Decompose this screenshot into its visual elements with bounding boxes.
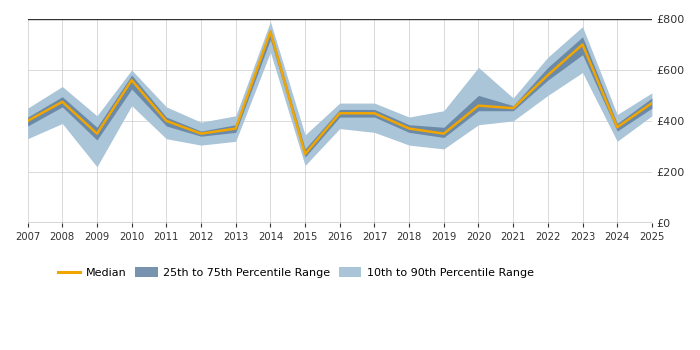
Legend: Median, 25th to 75th Percentile Range, 10th to 90th Percentile Range: Median, 25th to 75th Percentile Range, 1… <box>54 263 538 282</box>
